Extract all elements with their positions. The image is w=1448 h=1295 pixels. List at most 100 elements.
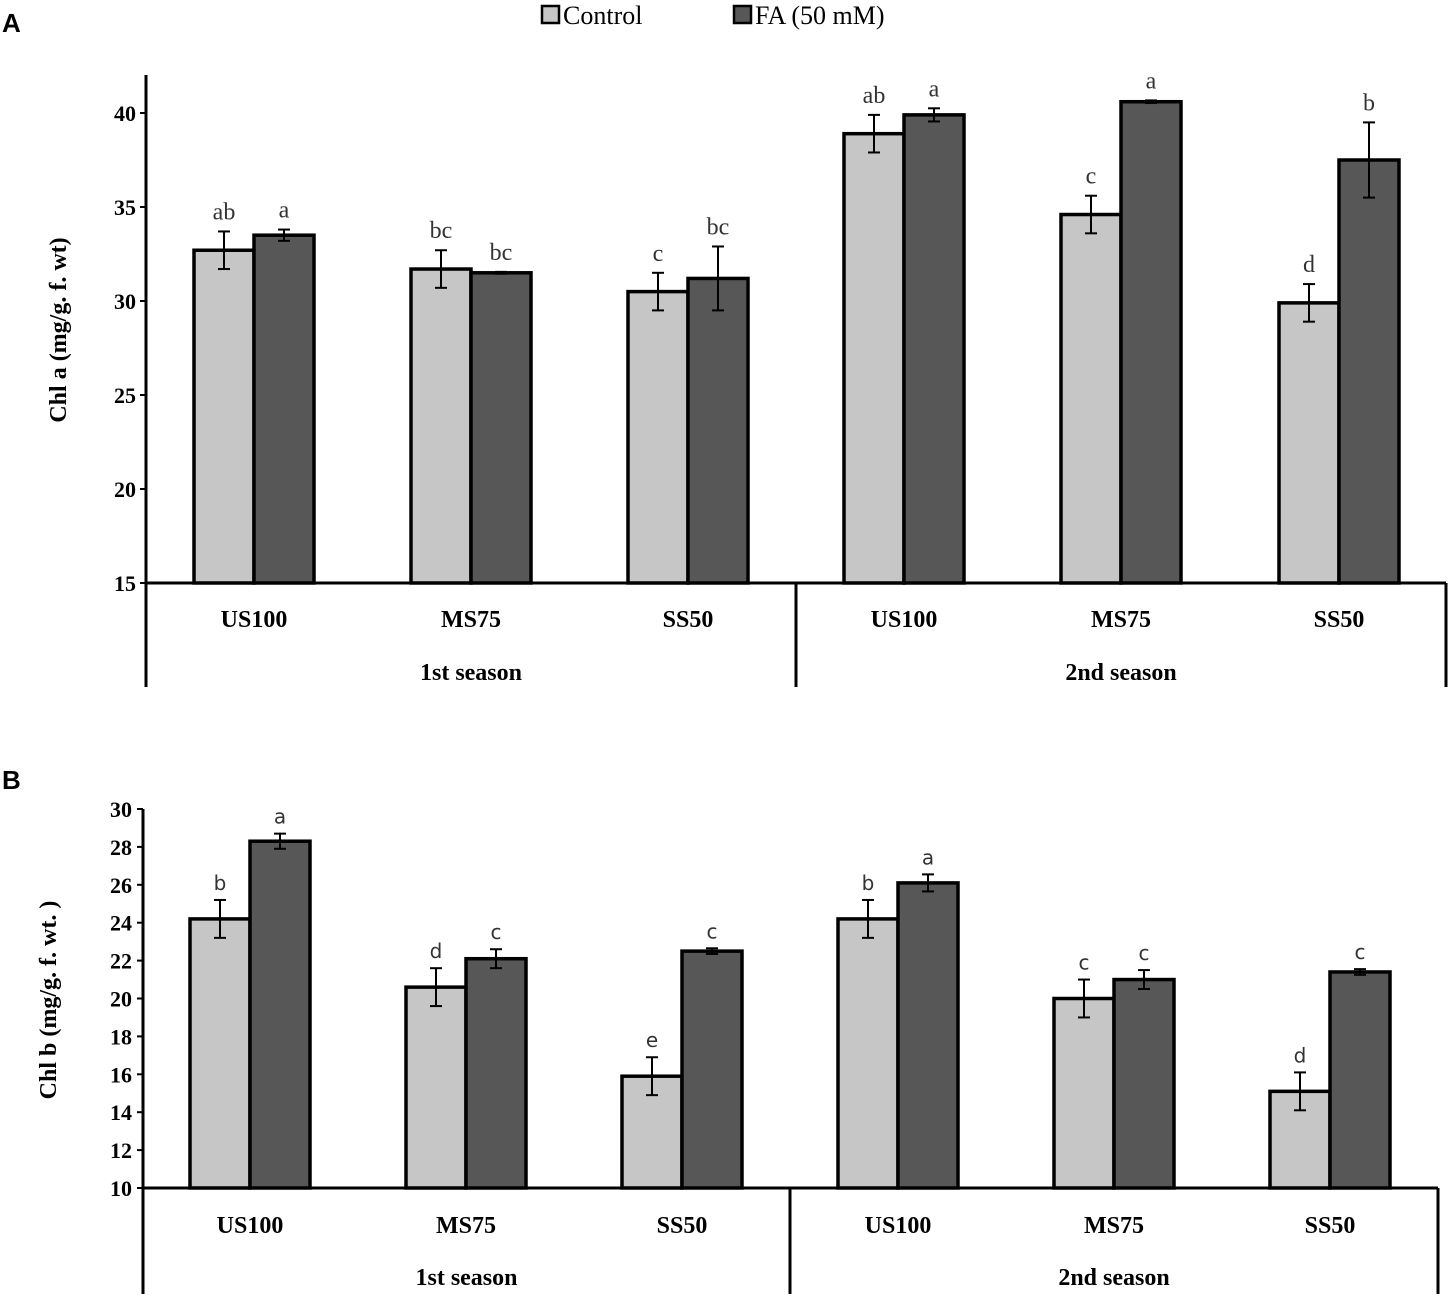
significance-letter: bc [430, 218, 453, 244]
significance-letter: b [862, 871, 875, 895]
y-axis-title-a: Chl a (mg/g. f. wt) [46, 237, 72, 422]
significance-letter: c [707, 919, 718, 943]
legend-control-label: Control [563, 1, 642, 30]
bar-fa-5 [1112, 977, 1176, 1190]
bar-fa-3 [686, 276, 750, 585]
significance-letter: d [1294, 1043, 1307, 1067]
y-tick-label: 16 [110, 1062, 132, 1087]
bar-control-5 [1052, 996, 1116, 1190]
significance-letter: b [214, 871, 227, 895]
bar-fa-6 [1328, 970, 1392, 1190]
x-group-label: 2nd season [1058, 1265, 1169, 1291]
bar-control-2 [404, 985, 468, 1190]
significance-letter: a [279, 198, 290, 224]
x-group-label: 2nd season [1065, 660, 1176, 686]
significance-letter: d [430, 939, 443, 963]
x-category-label: MS75 [1084, 1213, 1144, 1239]
x-category-label: US100 [217, 1213, 284, 1239]
error-bar [712, 245, 724, 312]
error-bar [430, 967, 442, 1008]
significance-letter: c [491, 920, 502, 944]
legend-fa-swatch [732, 4, 753, 25]
significance-letter: c [1079, 951, 1090, 975]
error-bar [274, 832, 286, 850]
significance-letter: bc [490, 240, 513, 266]
error-bar [278, 228, 290, 242]
significance-letter: c [653, 241, 664, 267]
error-bar [868, 113, 880, 154]
significance-letter: e [646, 1028, 658, 1052]
significance-letter: a [274, 805, 286, 829]
significance-letter: c [1086, 164, 1097, 190]
x-category-label: SS50 [1305, 1213, 1356, 1239]
significance-letter: c [1139, 941, 1150, 965]
error-bar [862, 898, 874, 939]
legend-fa-label: FA (50 mM) [755, 1, 885, 30]
panel-letter-a: A [2, 8, 21, 38]
error-bar [214, 898, 226, 939]
error-bar [652, 271, 664, 312]
y-tick-label: 30 [110, 797, 132, 822]
y-tick-label: 10 [110, 1176, 132, 1201]
bar-control-4 [836, 917, 900, 1190]
bar-fa-6 [1337, 158, 1401, 585]
error-bar [1354, 968, 1366, 976]
y-tick-label: 15 [114, 571, 136, 596]
y-tick-label: 40 [114, 101, 136, 126]
significance-letter: a [929, 76, 940, 102]
panel-letter-b: B [2, 765, 21, 795]
significance-letter: a [1146, 68, 1157, 94]
y-tick-label: 14 [110, 1100, 132, 1125]
bar-control-5 [1059, 212, 1123, 585]
bar-fa-5 [1119, 99, 1183, 585]
x-category-label: MS75 [441, 607, 501, 633]
y-tick-label: 24 [110, 911, 132, 936]
significance-letter: ab [213, 199, 236, 225]
error-bar [495, 270, 507, 275]
x-category-label: MS75 [1091, 607, 1151, 633]
bar-fa-2 [464, 956, 528, 1190]
bar-fa-1 [252, 233, 316, 585]
legend-control-swatch [540, 4, 561, 25]
error-bar [706, 947, 718, 955]
error-bar [435, 249, 447, 289]
x-category-label: US100 [221, 607, 288, 633]
significance-letter: ab [863, 83, 886, 109]
significance-letter: b [1363, 90, 1375, 116]
error-bar [922, 873, 934, 893]
bar-fa-1 [248, 839, 312, 1190]
bar-control-3 [626, 289, 690, 585]
bar-control-4 [842, 131, 906, 585]
significance-letter: d [1303, 252, 1315, 278]
y-tick-label: 28 [110, 835, 132, 860]
y-tick-label: 25 [114, 383, 136, 408]
error-bar [1303, 283, 1315, 323]
legend: Control FA (50 mM) [540, 1, 885, 30]
error-bar [1138, 969, 1150, 991]
bar-fa-3 [680, 949, 744, 1190]
x-group-label: 1st season [415, 1265, 517, 1291]
y-tick-label: 20 [114, 477, 136, 502]
bar-control-1 [188, 917, 252, 1190]
y-tick-label: 18 [110, 1024, 132, 1049]
error-bar [218, 230, 230, 271]
error-bar [1294, 1071, 1306, 1112]
error-bar [646, 1056, 658, 1097]
y-tick-label: 12 [110, 1138, 132, 1163]
x-category-label: SS50 [663, 607, 714, 633]
bar-fa-2 [469, 271, 533, 585]
bar-control-1 [192, 248, 256, 585]
significance-letter: c [1355, 940, 1366, 964]
x-category-label: SS50 [1314, 607, 1365, 633]
x-category-label: US100 [865, 1213, 932, 1239]
error-bar [490, 948, 502, 970]
y-tick-label: 20 [110, 987, 132, 1012]
x-group-label: 1st season [420, 660, 522, 686]
y-tick-label: 30 [114, 289, 136, 314]
bar-fa-4 [896, 881, 960, 1190]
x-category-label: US100 [871, 607, 938, 633]
significance-letter: bc [707, 214, 730, 240]
chart-panel-b: B Chl b (mg/g. f. wt. ) 10 12 14 16 18 20 22 24… [2, 765, 1440, 1294]
x-category-label: SS50 [657, 1213, 708, 1239]
